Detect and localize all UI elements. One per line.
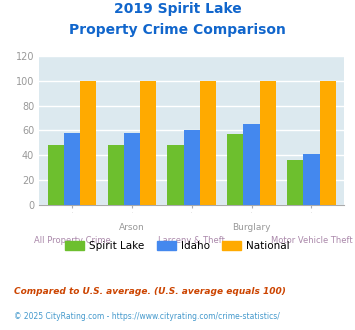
Text: All Property Crime: All Property Crime <box>34 236 110 245</box>
Bar <box>260 81 276 205</box>
Text: Compared to U.S. average. (U.S. average equals 100): Compared to U.S. average. (U.S. average … <box>14 287 286 296</box>
Text: Motor Vehicle Theft: Motor Vehicle Theft <box>271 236 352 245</box>
Bar <box>227 134 244 205</box>
Bar <box>80 81 96 205</box>
Bar <box>168 145 184 205</box>
Text: Burglary: Burglary <box>232 223 271 232</box>
Bar <box>64 133 80 205</box>
Bar <box>184 130 200 205</box>
Bar <box>140 81 156 205</box>
Text: © 2025 CityRating.com - https://www.cityrating.com/crime-statistics/: © 2025 CityRating.com - https://www.city… <box>14 312 280 321</box>
Bar <box>48 145 64 205</box>
Text: Arson: Arson <box>119 223 145 232</box>
Text: 2019 Spirit Lake: 2019 Spirit Lake <box>114 2 241 16</box>
Text: Larceny & Theft: Larceny & Theft <box>158 236 225 245</box>
Legend: Spirit Lake, Idaho, National: Spirit Lake, Idaho, National <box>61 237 294 255</box>
Bar <box>124 133 140 205</box>
Bar <box>200 81 216 205</box>
Bar <box>108 145 124 205</box>
Bar <box>244 124 260 205</box>
Text: Property Crime Comparison: Property Crime Comparison <box>69 23 286 37</box>
Bar <box>287 160 303 205</box>
Bar <box>303 154 320 205</box>
Bar <box>320 81 336 205</box>
